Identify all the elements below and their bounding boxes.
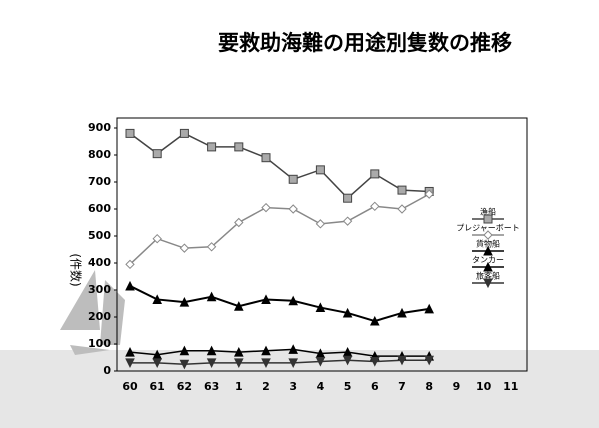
series-line <box>129 193 430 265</box>
x-tick-label: 2 <box>262 380 270 393</box>
data-point <box>207 142 217 152</box>
data-point <box>397 355 407 366</box>
data-point <box>315 165 325 175</box>
data-point <box>424 189 434 199</box>
x-tick-label: 7 <box>398 380 406 393</box>
series-line <box>130 359 430 366</box>
data-point <box>397 204 407 214</box>
data-point <box>179 297 190 307</box>
data-point <box>288 204 298 214</box>
legend-label: 漁船 <box>480 207 496 217</box>
data-point <box>370 201 380 212</box>
data-point <box>342 355 353 366</box>
data-point <box>342 307 353 318</box>
data-point <box>206 242 217 252</box>
data-point <box>288 358 299 369</box>
data-point <box>152 358 163 369</box>
data-point <box>424 355 435 366</box>
x-tick-label: 3 <box>289 380 297 393</box>
x-tick-label: 1 <box>235 380 243 393</box>
legend-marker <box>483 245 493 256</box>
y-tick-label: 600 <box>88 202 111 215</box>
data-point <box>206 358 217 369</box>
data-point <box>125 346 135 357</box>
y-tick-label: 300 <box>88 283 111 296</box>
x-tick-label: 11 <box>503 380 518 393</box>
data-point <box>233 301 244 311</box>
x-tick-label: 5 <box>344 380 352 393</box>
y-tick-label: 200 <box>88 310 111 323</box>
data-point <box>397 185 407 195</box>
data-point <box>315 219 326 229</box>
series-line <box>129 132 430 200</box>
x-tick-label: 62 <box>177 380 192 393</box>
x-tick-label: 8 <box>425 380 433 393</box>
data-point <box>179 345 190 356</box>
data-point <box>152 149 162 159</box>
ship-decoration <box>60 270 125 355</box>
x-tick-label: 10 <box>476 380 492 393</box>
data-point <box>234 217 244 228</box>
x-tick-label: 6 <box>371 380 379 393</box>
y-tick-label: 900 <box>88 121 111 134</box>
legend-label: 貨物船 <box>476 239 500 249</box>
data-point <box>369 315 380 326</box>
y-tick-label: 700 <box>88 175 111 188</box>
data-point <box>261 294 271 304</box>
legend-marker <box>483 278 493 289</box>
y-axis-label: (件数) <box>69 253 84 286</box>
data-point <box>261 153 271 163</box>
data-point <box>125 128 135 138</box>
data-point <box>125 280 135 291</box>
series-line <box>129 348 430 357</box>
x-tick-label: 9 <box>453 380 461 393</box>
x-tick-label: 61 <box>150 380 165 393</box>
legend-label: 旅客船 <box>476 271 500 281</box>
data-point <box>342 216 353 226</box>
data-point <box>125 259 135 270</box>
data-point <box>261 345 271 356</box>
data-point <box>206 345 217 356</box>
data-point <box>179 128 189 138</box>
y-tick-label: 500 <box>88 229 111 242</box>
legend-label: プレジャーボート <box>456 224 520 233</box>
data-point <box>233 346 244 357</box>
data-point <box>179 243 190 253</box>
data-point <box>288 295 299 306</box>
data-point <box>369 357 380 367</box>
legend-label: タンカー <box>472 256 504 265</box>
data-point <box>152 294 163 304</box>
x-tick-label: 60 <box>122 380 138 393</box>
data-point <box>397 307 407 318</box>
data-point <box>370 169 380 179</box>
y-tick-label: 400 <box>88 256 111 269</box>
data-point <box>315 357 326 367</box>
data-point <box>343 193 353 203</box>
data-point <box>206 291 217 302</box>
data-point <box>179 359 190 370</box>
data-point <box>261 202 271 213</box>
y-tick-label: 0 <box>103 364 111 377</box>
data-point <box>233 358 244 369</box>
data-point <box>315 302 326 313</box>
x-tick-label: 4 <box>317 380 325 393</box>
data-point <box>288 174 298 184</box>
data-point <box>424 303 435 314</box>
legend-marker <box>483 261 493 272</box>
y-tick-label: 800 <box>88 148 111 161</box>
data-point <box>288 344 299 354</box>
plot-frame <box>116 117 528 372</box>
data-point <box>125 358 135 369</box>
y-tick-label: 100 <box>88 337 111 350</box>
x-tick-label: 63 <box>204 380 219 393</box>
chart-title: 要救助海難の用途別隻数の推移 <box>218 31 512 55</box>
legend-marker <box>483 214 493 224</box>
legend-marker <box>483 230 493 240</box>
data-point <box>234 142 244 152</box>
data-point <box>261 358 271 369</box>
series-line <box>129 285 430 323</box>
data-point <box>152 233 162 244</box>
